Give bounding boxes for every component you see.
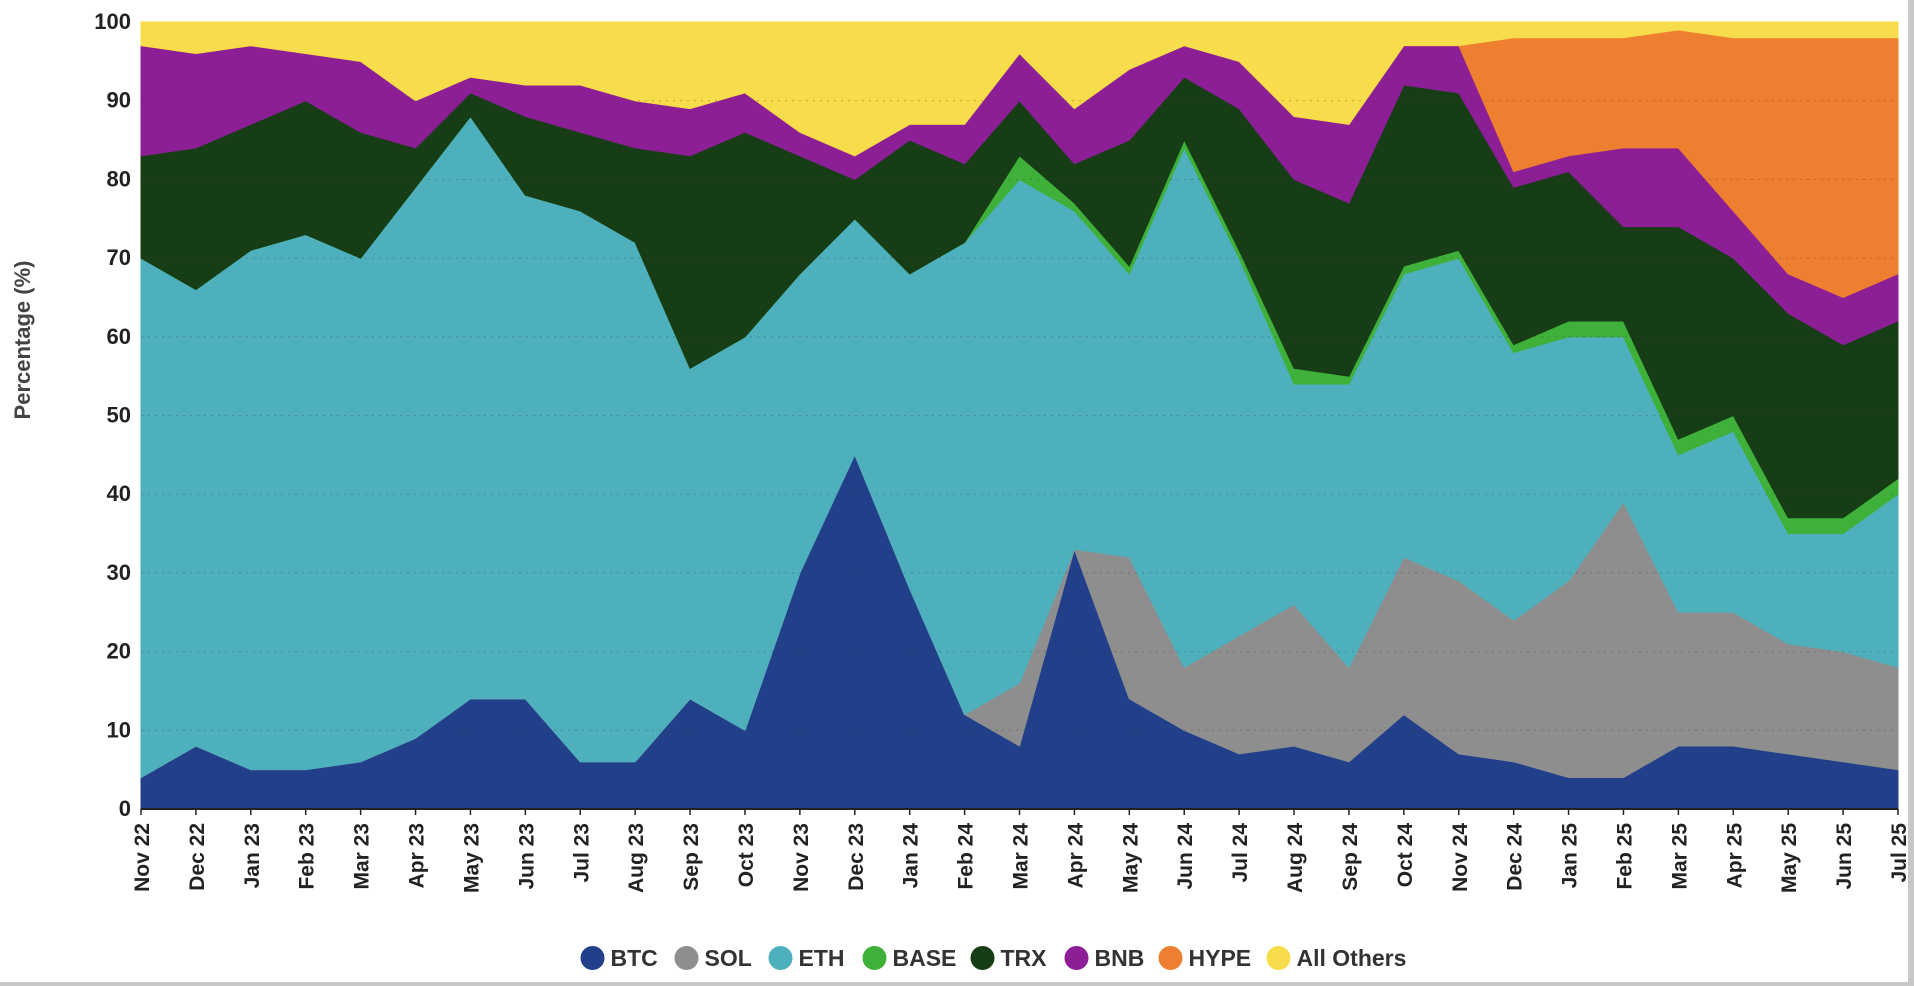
x-tick-label: Feb 23 <box>296 823 319 890</box>
x-tick-label: Jul 23 <box>570 823 593 883</box>
x-tick-label: May 24 <box>1119 823 1142 893</box>
y-tick-label: 100 <box>94 9 131 34</box>
x-tick-label: Jan 25 <box>1559 823 1582 889</box>
y-tick-label: 50 <box>107 403 131 428</box>
x-tick-label: Jan 23 <box>241 823 264 888</box>
legend-label-bnb[interactable]: BNB <box>1095 945 1145 971</box>
x-tick-label: Feb 25 <box>1613 823 1636 890</box>
x-tick-label: Jul 25 <box>1888 823 1908 883</box>
y-axis-label: Percentage (%) <box>10 261 35 420</box>
legend-marker-sol <box>674 946 699 970</box>
x-tick-label: Apr 24 <box>1064 823 1087 889</box>
x-tick-label: Jun 25 <box>1833 823 1856 890</box>
y-tick-label: 40 <box>107 481 131 506</box>
x-tick-label: Aug 24 <box>1284 823 1307 893</box>
x-tick-label: Oct 23 <box>735 823 758 887</box>
legend-marker-hype <box>1158 946 1183 970</box>
gridlines <box>141 100 1898 731</box>
y-axis: 0 10 20 30 40 50 60 70 80 90 100 <box>94 9 131 821</box>
x-tick-label: Apr 23 <box>406 823 429 888</box>
x-tick-label: Mar 25 <box>1668 823 1691 890</box>
legend-marker-trx <box>970 946 995 970</box>
x-tick-label: Dec 24 <box>1504 823 1527 891</box>
legend-label-base[interactable]: BASE <box>893 945 957 971</box>
y-tick-label: 20 <box>107 639 131 664</box>
x-tick-label: May 25 <box>1778 823 1801 893</box>
area-all-others <box>140 21 1899 157</box>
y-tick-label: 30 <box>107 560 131 585</box>
x-tick-label: Jun 24 <box>1174 823 1197 890</box>
legend-marker-eth <box>768 946 793 970</box>
y-tick-label: 80 <box>107 166 131 191</box>
legend-marker-btc <box>580 946 605 970</box>
x-tick-label: Dec 22 <box>186 823 209 891</box>
legend-label-all-others[interactable]: All Others <box>1297 945 1407 971</box>
x-tick-label: Feb 24 <box>955 823 978 890</box>
series-areas <box>140 21 1899 810</box>
x-tick-label: Nov 23 <box>790 823 813 892</box>
x-tick-label: Aug 23 <box>625 823 648 893</box>
legend-label-hype[interactable]: HYPE <box>1189 945 1252 971</box>
x-tick-label: Mar 23 <box>351 823 374 890</box>
x-tick-label: Mar 24 <box>1010 823 1033 890</box>
legend: BTC SOL ETH BASE TRX BNB HYPE All Others <box>580 945 1407 971</box>
legend-label-btc[interactable]: BTC <box>611 945 658 971</box>
x-tick-label: Nov 22 <box>131 823 154 892</box>
y-tick-label: 10 <box>107 717 131 742</box>
x-tick-label: Oct 24 <box>1394 823 1417 888</box>
y-tick-label: 60 <box>107 324 131 349</box>
x-tick-label: Sep 24 <box>1339 823 1362 891</box>
x-axis: Nov 22 Dec 22 Jan 23 Feb 23 Mar 23 Apr 23 May … <box>131 808 1908 893</box>
legend-label-trx[interactable]: TRX <box>1001 945 1048 971</box>
x-tick-label: Nov 24 <box>1449 823 1472 892</box>
y-tick-label: 0 <box>119 796 131 821</box>
x-tick-label: Dec 23 <box>845 823 868 891</box>
x-tick-label: Jul 24 <box>1229 823 1252 883</box>
x-tick-label: Jun 23 <box>515 823 538 890</box>
x-tick-label: Jan 24 <box>900 823 923 889</box>
legend-marker-bnb <box>1064 946 1089 970</box>
y-tick-label: 70 <box>107 245 131 270</box>
legend-label-eth[interactable]: ETH <box>799 945 845 971</box>
x-tick-label: May 23 <box>460 823 483 893</box>
legend-label-sol[interactable]: SOL <box>705 945 752 971</box>
x-tick-label: Sep 23 <box>680 823 703 891</box>
x-tick-label: Apr 25 <box>1723 823 1746 889</box>
legend-marker-base <box>862 946 887 970</box>
legend-marker-all-others <box>1266 946 1291 970</box>
y-tick-label: 90 <box>107 88 131 113</box>
